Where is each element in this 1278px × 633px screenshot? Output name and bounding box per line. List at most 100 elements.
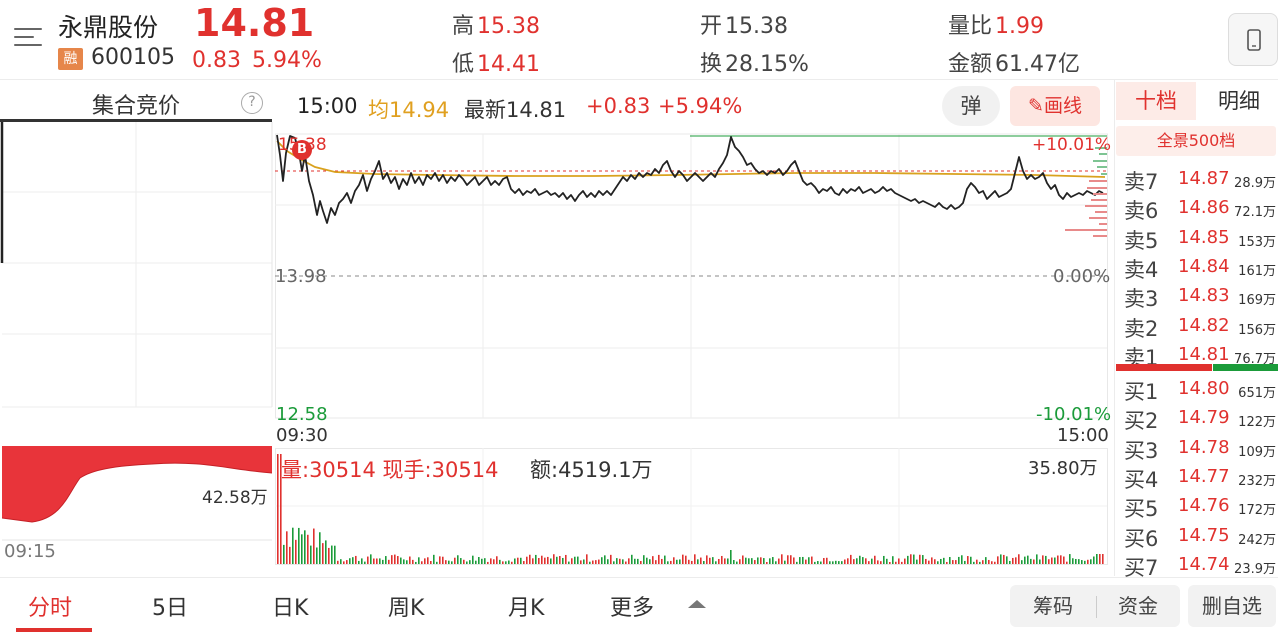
bid-label: 买1 [1124, 380, 1159, 404]
bid-row[interactable]: 买3 14.78 109万 [1124, 433, 1278, 463]
volume-bar [1102, 554, 1104, 564]
volume-bar [544, 557, 546, 564]
volume-bar [1099, 554, 1101, 564]
bid-row[interactable]: 买5 14.76 172万 [1124, 491, 1278, 521]
ask-price: 14.83 [1178, 285, 1230, 307]
volume-bar [802, 556, 804, 564]
ask-label: 卖5 [1124, 228, 1159, 253]
bid-row[interactable]: 买6 14.75 242万 [1124, 521, 1278, 551]
caret-up-icon[interactable] [688, 598, 706, 610]
bid-row[interactable]: 买2 14.79 122万 [1124, 403, 1278, 433]
volume-bar [586, 554, 588, 564]
volume-bar [874, 555, 876, 564]
phone-icon [1247, 29, 1261, 51]
auction-title[interactable]: 集合竞价 [91, 94, 180, 119]
help-icon[interactable]: ? [241, 92, 263, 114]
volume-bar [898, 558, 900, 564]
volume-bar [373, 558, 375, 564]
volume-bar [334, 545, 336, 564]
volume-bar [385, 556, 387, 564]
tab-monthly-k[interactable]: 月K [508, 596, 545, 621]
ask-row[interactable]: 卖6 14.86 72.1万 [1124, 193, 1278, 223]
tab-weekly-k[interactable]: 周K [388, 596, 425, 621]
volume-bar [694, 554, 696, 564]
volume-bar [448, 560, 450, 564]
bid-row[interactable]: 买1 14.80 651万 [1124, 374, 1278, 404]
bid-label: 买7 [1124, 555, 1159, 580]
volume-bar [703, 561, 705, 564]
ask-row[interactable]: 卖7 14.87 28.9万 [1124, 164, 1278, 194]
danmu-toggle-button[interactable]: 弹 [942, 86, 1000, 126]
volume-bar [862, 557, 864, 564]
volume-bar [280, 454, 282, 564]
volume-bar [349, 558, 351, 564]
buy-marker[interactable]: B [292, 140, 312, 160]
ask-price: 14.86 [1178, 197, 1230, 219]
volume-max: 35.80万 [1028, 458, 1098, 479]
volume-bar [922, 555, 924, 564]
menu-icon[interactable] [14, 24, 44, 50]
volume-chart[interactable] [275, 448, 1110, 566]
tab-daily-k[interactable]: 日K [272, 596, 309, 621]
tab-more[interactable]: 更多 [610, 596, 655, 621]
price-change-pct: 5.94% [252, 48, 322, 73]
volume-bar [748, 558, 750, 564]
volume-bar [1045, 555, 1047, 564]
volume-bar [889, 561, 891, 564]
volume-bar [343, 561, 345, 564]
volume-bar [781, 554, 783, 564]
volume-bar [436, 561, 438, 564]
volume-bar [814, 561, 816, 564]
draw-line-button[interactable]: ✎画线 [1010, 86, 1100, 126]
volume-bar [664, 555, 666, 564]
volume-bar [826, 557, 828, 564]
volume-bar [907, 555, 909, 564]
volume-bar [457, 555, 459, 564]
volume-bar [727, 558, 729, 564]
volume-bar [391, 555, 393, 564]
volume-bar [583, 559, 585, 564]
intraday-price-chart[interactable] [275, 133, 1110, 423]
bid-row[interactable]: 买7 14.74 23.9万 [1124, 550, 1278, 580]
avg-price: 均14.94 [368, 98, 450, 122]
volume-bar [352, 557, 354, 564]
volume-bar [820, 561, 822, 564]
volume-bar [808, 557, 810, 564]
volume-bar [958, 556, 960, 564]
phone-orientation-button[interactable] [1228, 13, 1278, 66]
tab-5day[interactable]: 5日 [152, 596, 188, 621]
volume-bar [502, 561, 504, 564]
volume-bar [991, 561, 993, 564]
tab-intraday[interactable]: 分时 [28, 596, 73, 621]
remove-watchlist-button[interactable]: 删自选 [1188, 585, 1276, 627]
volume-bar [529, 554, 531, 564]
prev-close-price: 13.98 [275, 266, 327, 287]
full-depth-button[interactable]: 全景500档 [1116, 126, 1276, 156]
ask-row[interactable]: 卖3 14.83 169万 [1124, 281, 1278, 311]
volume-bar [421, 561, 423, 564]
volume-bar [730, 550, 732, 564]
price-label-top: 15.38 [278, 135, 327, 155]
chip-button[interactable]: 筹码 [1033, 594, 1073, 618]
volume-bar [331, 545, 333, 564]
volume-bar [439, 556, 441, 564]
ask-row[interactable]: 卖5 14.85 153万 [1124, 223, 1278, 253]
ask-row[interactable]: 卖4 14.84 161万 [1124, 252, 1278, 282]
volume-bar [1084, 560, 1086, 564]
bid-row[interactable]: 买4 14.77 232万 [1124, 462, 1278, 492]
volume-bar [577, 556, 579, 564]
tab-details[interactable]: 明细 [1218, 89, 1260, 113]
ask-row[interactable]: 卖2 14.82 156万 [1124, 311, 1278, 341]
volume-bar [751, 558, 753, 564]
fund-button[interactable]: 资金 [1118, 594, 1158, 618]
volume-bar [736, 561, 738, 564]
mini-depth-bars [1065, 147, 1107, 237]
volume-bar [628, 558, 630, 564]
volume-bar [724, 558, 726, 564]
volume-bar [292, 527, 294, 564]
volume-bar [1075, 558, 1077, 564]
volume-bar [490, 558, 492, 564]
volume-bar [484, 558, 486, 564]
volume-bar [400, 557, 402, 564]
tab-ten-levels[interactable]: 十档 [1116, 82, 1196, 120]
